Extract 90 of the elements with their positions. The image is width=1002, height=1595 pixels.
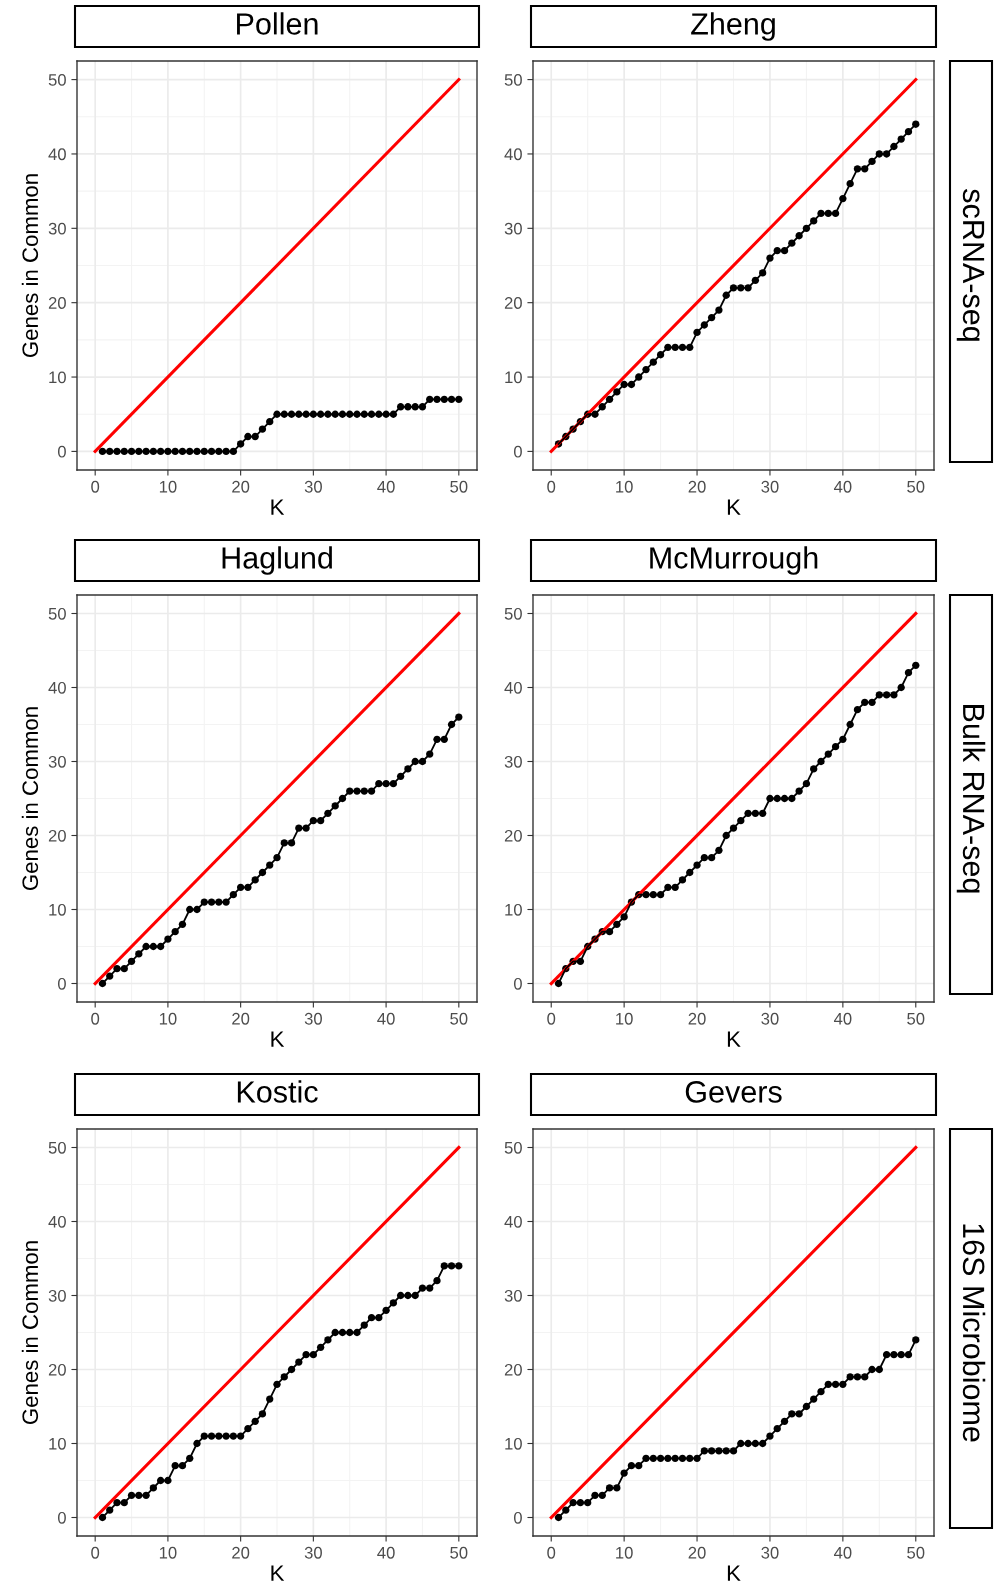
x-axis-title: K [727, 499, 741, 515]
y-tick-label: 20 [504, 297, 522, 309]
y-tick-label: 0 [57, 445, 66, 458]
x-tick-label: 0 [91, 1012, 100, 1025]
x-tick-label: 30 [304, 1546, 322, 1559]
text: 16S Microbiome [962, 1224, 986, 1442]
y-tick-label: 0 [57, 1511, 66, 1524]
x-tick-label: 30 [761, 1546, 779, 1559]
y-tick-label: 30 [48, 755, 66, 768]
y-tick-label: 30 [504, 1289, 522, 1302]
y-tick-label: 50 [504, 1141, 522, 1154]
x-axis-title: K [271, 1031, 285, 1047]
y-tick-label: 20 [48, 829, 66, 842]
x-tick-label: 0 [547, 1012, 556, 1025]
x-tick-label: 20 [688, 1012, 706, 1025]
x-tick-label: 50 [907, 480, 925, 493]
x-tick-label: 0 [547, 1546, 556, 1559]
y-tick-label: 20 [504, 1363, 522, 1376]
chart-title: McMurrough [650, 546, 818, 575]
x-tick-label: 10 [159, 1012, 177, 1025]
x-tick-label: 10 [616, 1546, 633, 1559]
y-tick-label: 30 [504, 222, 522, 235]
x-tick-label: 50 [907, 1546, 925, 1559]
y-tick-label: 40 [48, 1215, 66, 1228]
x-tick-label: 50 [450, 1546, 468, 1559]
y-tick-label: 10 [505, 903, 522, 916]
y-tick-label: 10 [49, 371, 66, 384]
y-tick-label: 30 [504, 755, 522, 768]
y-tick-label: 10 [49, 1437, 66, 1450]
text: scRNA-seq [956, 189, 985, 341]
y-tick-label: 40 [48, 148, 66, 161]
x-tick-label: 50 [907, 1012, 925, 1025]
y-tick-label: 50 [48, 1141, 66, 1154]
x-tick-label: 0 [91, 1546, 100, 1559]
y-tick-label: 50 [504, 73, 522, 86]
y-axis-title: Genes in Common [21, 174, 39, 358]
y-tick-label: 50 [504, 607, 522, 620]
x-tick-label: 10 [159, 1546, 177, 1559]
x-axis-title: K [727, 1565, 741, 1581]
x-tick-label: 40 [833, 1546, 852, 1559]
x-tick-label: 0 [91, 480, 100, 493]
y-tick-label: 20 [504, 829, 522, 842]
y-tick-label: 0 [513, 1511, 522, 1524]
x-tick-label: 30 [304, 480, 322, 493]
y-tick-label: 10 [49, 903, 66, 916]
x-tick-label: 10 [159, 480, 177, 493]
text: Bulk RNA-seq [956, 705, 986, 893]
chart-title: Zheng [691, 12, 775, 41]
x-axis-title: K [271, 499, 285, 515]
chart-title: Pollen [237, 12, 318, 35]
x-tick-label: 20 [688, 1546, 706, 1559]
y-tick-label: 50 [48, 73, 66, 86]
y-tick-label: 50 [48, 607, 66, 620]
y-tick-label: 20 [48, 1363, 66, 1376]
y-tick-label: 10 [505, 371, 522, 384]
x-axis-title: K [271, 1565, 285, 1581]
x-tick-label: 30 [761, 1012, 779, 1025]
x-tick-label: 40 [377, 480, 395, 493]
x-tick-label: 20 [688, 480, 706, 493]
y-axis-title: Genes in Common [21, 707, 39, 891]
x-tick-label: 40 [377, 1546, 395, 1559]
y-tick-label: 40 [504, 681, 522, 694]
x-tick-label: 10 [616, 1012, 633, 1025]
x-tick-label: 30 [761, 480, 779, 493]
x-tick-label: 20 [232, 1546, 250, 1559]
chart-title: Haglund [222, 546, 332, 575]
y-tick-label: 40 [48, 681, 66, 694]
x-tick-label: 20 [232, 1012, 250, 1025]
y-tick-label: 0 [513, 445, 522, 458]
chart-title: Gevers [685, 1081, 782, 1103]
y-tick-label: 0 [57, 977, 66, 990]
x-tick-label: 50 [450, 480, 468, 493]
x-tick-label: 20 [232, 480, 250, 493]
y-tick-label: 10 [505, 1437, 522, 1450]
chart-title: Kostic [237, 1080, 318, 1103]
x-tick-label: 50 [450, 1012, 468, 1025]
y-axis-title: Genes in Common [21, 1241, 39, 1425]
x-tick-label: 10 [616, 480, 633, 493]
y-tick-label: 30 [48, 222, 66, 235]
x-tick-label: 40 [377, 1012, 395, 1025]
x-tick-label: 0 [547, 480, 556, 493]
x-axis-title: K [727, 1031, 741, 1047]
y-tick-label: 20 [48, 297, 66, 309]
y-tick-label: 40 [504, 1215, 522, 1228]
x-tick-label: 30 [304, 1012, 322, 1025]
y-tick-label: 40 [504, 148, 522, 161]
x-tick-label: 40 [833, 480, 852, 493]
x-tick-label: 40 [833, 1012, 852, 1025]
y-tick-label: 30 [48, 1289, 66, 1302]
y-tick-label: 0 [513, 977, 522, 990]
